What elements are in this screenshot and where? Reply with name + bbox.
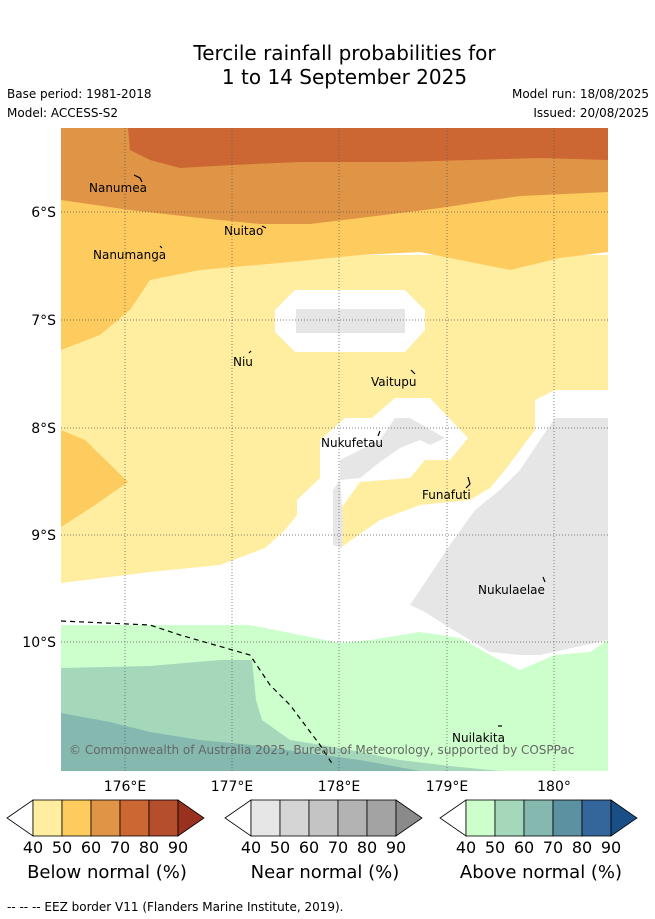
above-arrow-low (439, 799, 467, 837)
island-outlines (133, 174, 546, 727)
below-arrow-high (177, 799, 205, 837)
near-tick-70: 70 (328, 838, 348, 857)
near-arrow-low (224, 799, 252, 837)
island-label-funafuti: Funafuti (422, 488, 471, 502)
lat-label-6s: 6°S (31, 205, 56, 221)
island-outline-nukulaelae (542, 576, 546, 583)
below-tick-40: 40 (23, 838, 43, 857)
above-tick-70: 70 (543, 838, 563, 857)
above-swatch-50 (494, 799, 525, 837)
colorbar-below-title: Below normal (%) (27, 862, 187, 883)
colorbar-near-title: Near normal (%) (250, 862, 400, 883)
lon-label-177e: 177°E (211, 779, 254, 795)
island-label-nuilakita: Nuilakita (452, 731, 505, 745)
near-swatch-50 (279, 799, 310, 837)
near-tick-60: 60 (299, 838, 319, 857)
below-tick-50: 50 (52, 838, 72, 857)
title-line-2: 1 to 14 September 2025 (221, 65, 468, 89)
below-swatch-70 (119, 799, 150, 837)
lon-label-180: 180° (537, 779, 571, 795)
island-label-nanumanga: Nanumanga (93, 248, 166, 262)
near-tick-80: 80 (357, 838, 377, 857)
below-swatch-80 (148, 799, 179, 837)
near-swatch-60 (308, 799, 339, 837)
below-swatch-50 (61, 799, 92, 837)
eez-border (60, 620, 334, 766)
model-name: Model: ACCESS-S2 (7, 106, 119, 120)
island-label-niu: Niu (233, 355, 253, 369)
island-outline-nuitao (261, 225, 267, 229)
eez-footnote: -- -- -- EEZ border V11 (Flanders Marine… (7, 900, 344, 914)
lat-label-7s: 7°S (31, 313, 56, 329)
above-arrow-high (610, 799, 638, 837)
near-swatch-70 (337, 799, 368, 837)
title-line-1: Tercile rainfall probabilities for (193, 41, 496, 65)
below-tick-80: 80 (139, 838, 159, 857)
near-arrow-high (395, 799, 423, 837)
island-outline-nukufetau (377, 430, 381, 437)
lon-label-179e: 179°E (426, 779, 469, 795)
lon-label-178e: 178°E (318, 779, 361, 795)
island-outline-niu (248, 350, 252, 354)
island-label-nukufetau: Nukufetau (321, 436, 383, 450)
base-period: Base period: 1981-2018 (7, 87, 152, 101)
colorbar-near-normal: 40 50 60 70 80 90 (224, 799, 423, 857)
map-title: Tercile rainfall probabilities for 1 to … (0, 41, 655, 89)
above-swatch-80 (581, 799, 612, 837)
above-swatch-70 (552, 799, 583, 837)
lat-label-8s: 8°S (31, 421, 56, 437)
issued-date: Issued: 20/08/2025 (533, 106, 649, 120)
island-label-vaitupu: Vaitupu (371, 375, 417, 389)
below-tick-70: 70 (110, 838, 130, 857)
near-tick-90: 90 (386, 838, 406, 857)
near-tick-40: 40 (241, 838, 261, 857)
island-label-nanumea: Nanumea (89, 181, 147, 195)
near-tick-50: 50 (270, 838, 290, 857)
below-swatch-40 (32, 799, 63, 837)
island-outline-vaitupu (410, 369, 416, 375)
lat-label-9s: 9°S (31, 528, 56, 544)
graticule (61, 128, 608, 771)
above-tick-90: 90 (601, 838, 621, 857)
above-swatch-60 (523, 799, 554, 837)
copyright-notice: © Commonwealth of Australia 2025, Bureau… (69, 743, 574, 757)
below-swatch-60 (90, 799, 121, 837)
near-swatch-80 (366, 799, 397, 837)
below-tick-60: 60 (81, 838, 101, 857)
probability-fill (61, 128, 608, 771)
island-label-nuitao: Nuitao (224, 224, 263, 238)
island-outline-nanumea (133, 174, 143, 183)
above-tick-80: 80 (572, 838, 592, 857)
above-swatch-40 (465, 799, 496, 837)
below-tick-90: 90 (168, 838, 188, 857)
above-tick-60: 60 (514, 838, 534, 857)
island-outline-funafuti (465, 476, 471, 489)
island-outline-nanumanga (159, 245, 163, 249)
model-run: Model run: 18/08/2025 (511, 87, 649, 101)
near-swatch-40 (250, 799, 281, 837)
above-tick-40: 40 (456, 838, 476, 857)
colorbar-above-title: Above normal (%) (459, 862, 623, 883)
lat-label-10s: 10°S (22, 635, 56, 651)
above-tick-50: 50 (485, 838, 505, 857)
below-arrow-low (6, 799, 34, 837)
colorbar-below-normal: 40 50 60 70 80 90 (6, 799, 205, 857)
lon-label-176e: 176°E (104, 779, 147, 795)
island-label-nukulaelae: Nukulaelae (478, 583, 545, 597)
colorbar-above-normal: 40 50 60 70 80 90 (439, 799, 638, 857)
